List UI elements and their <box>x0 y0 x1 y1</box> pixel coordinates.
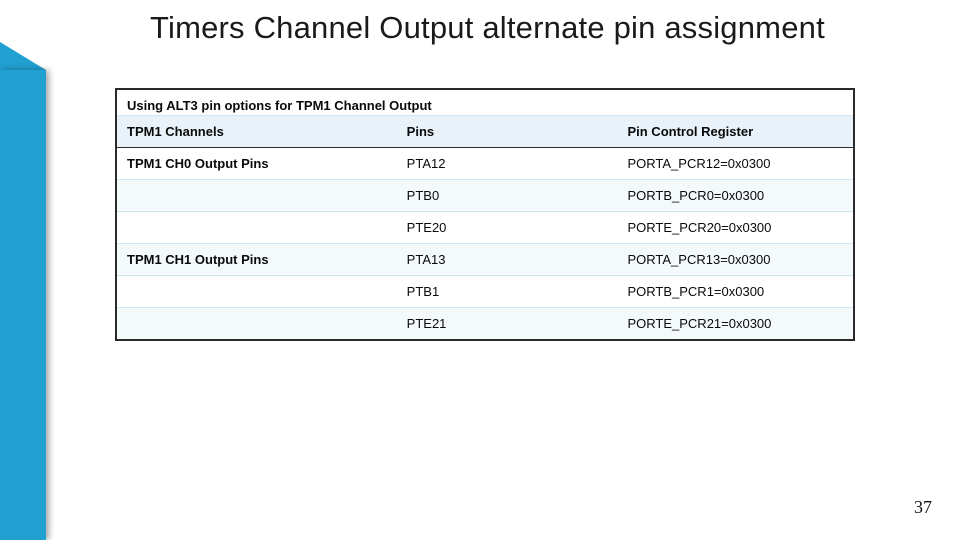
col-header-channels: TPM1 Channels <box>117 116 397 148</box>
table-header-row: TPM1 Channels Pins Pin Control Register <box>117 116 853 148</box>
cell-register: PORTB_PCR1=0x0300 <box>617 276 853 308</box>
table-row: PTB1 PORTB_PCR1=0x0300 <box>117 276 853 308</box>
page-number: 37 <box>914 497 932 518</box>
cell-register: PORTB_PCR0=0x0300 <box>617 180 853 212</box>
cell-pin: PTE21 <box>397 308 618 340</box>
cell-register: PORTA_PCR13=0x0300 <box>617 244 853 276</box>
col-header-pins: Pins <box>397 116 618 148</box>
table-row: PTE21 PORTE_PCR21=0x0300 <box>117 308 853 340</box>
table-row: TPM1 CH0 Output Pins PTA12 PORTA_PCR12=0… <box>117 148 853 180</box>
cell-pin: PTB1 <box>397 276 618 308</box>
cell-channel <box>117 276 397 308</box>
col-header-register: Pin Control Register <box>617 116 853 148</box>
table-caption-row: Using ALT3 pin options for TPM1 Channel … <box>117 90 853 116</box>
pin-table: Using ALT3 pin options for TPM1 Channel … <box>115 88 855 341</box>
table-row: TPM1 CH1 Output Pins PTA13 PORTA_PCR13=0… <box>117 244 853 276</box>
cell-pin: PTA13 <box>397 244 618 276</box>
page-title: Timers Channel Output alternate pin assi… <box>150 10 920 46</box>
cell-pin: PTB0 <box>397 180 618 212</box>
cell-channel: TPM1 CH0 Output Pins <box>117 148 397 180</box>
table-caption: Using ALT3 pin options for TPM1 Channel … <box>117 90 853 116</box>
cell-channel <box>117 212 397 244</box>
table-row: PTB0 PORTB_PCR0=0x0300 <box>117 180 853 212</box>
cell-register: PORTA_PCR12=0x0300 <box>617 148 853 180</box>
accent-bar-notch <box>0 42 46 70</box>
table-row: PTE20 PORTE_PCR20=0x0300 <box>117 212 853 244</box>
cell-pin: PTE20 <box>397 212 618 244</box>
cell-channel <box>117 308 397 340</box>
cell-channel <box>117 180 397 212</box>
slide: Timers Channel Output alternate pin assi… <box>0 0 960 540</box>
cell-register: PORTE_PCR21=0x0300 <box>617 308 853 340</box>
cell-pin: PTA12 <box>397 148 618 180</box>
cell-channel: TPM1 CH1 Output Pins <box>117 244 397 276</box>
accent-bar <box>0 70 46 540</box>
cell-register: PORTE_PCR20=0x0300 <box>617 212 853 244</box>
